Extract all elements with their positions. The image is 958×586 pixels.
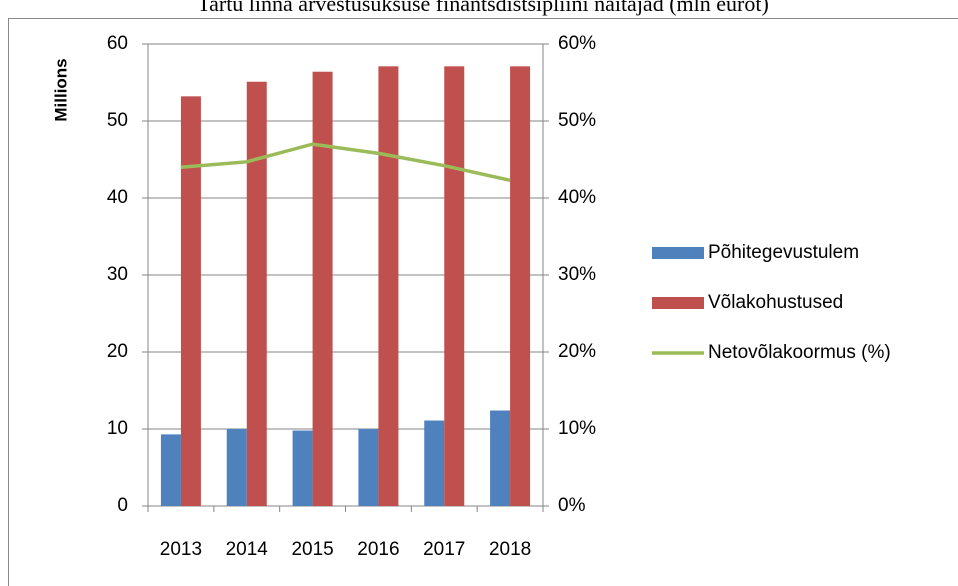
x-tick-label: 2015 — [291, 539, 333, 560]
bar — [358, 429, 379, 506]
chart-title: Tartu linna arvestusüksuse finantsdistsi… — [197, 0, 769, 16]
y-tick-label: 0 — [117, 495, 128, 516]
x-tick-label: 2017 — [423, 539, 465, 560]
y2-tick-label: 30% — [558, 264, 596, 285]
bar — [226, 429, 247, 506]
y2-tick-label: 0% — [558, 495, 586, 516]
y2-tick-label: 50% — [558, 110, 596, 131]
bar — [180, 96, 201, 507]
y-axis-label: Millions — [51, 58, 70, 121]
y2-tick-label: 20% — [558, 341, 596, 362]
y2-tick-label: 40% — [558, 187, 596, 208]
y-tick-label: 30 — [107, 264, 128, 285]
bar — [444, 66, 465, 506]
y-tick-label: 20 — [107, 341, 128, 362]
legend-label: Võlakohustused — [708, 292, 843, 313]
x-tick-label: 2018 — [489, 539, 531, 560]
bar — [424, 420, 445, 506]
y2-tick-label: 10% — [558, 418, 596, 439]
y2-tick-label: 60% — [558, 33, 596, 54]
y-tick-label: 60 — [107, 33, 128, 54]
legend-swatch — [652, 297, 704, 309]
x-tick-label: 2014 — [226, 539, 269, 560]
bar — [246, 81, 267, 506]
line-series — [180, 142, 511, 182]
bar — [160, 434, 181, 506]
bar — [510, 66, 531, 506]
bar — [378, 66, 399, 506]
y-tick-label: 50 — [107, 110, 128, 131]
bar — [292, 430, 313, 506]
legend-swatch — [652, 247, 704, 259]
legend-label: Netovõlakoormus (%) — [708, 342, 891, 363]
x-tick-label: 2016 — [357, 539, 399, 560]
bar — [490, 410, 511, 506]
legend-label: Põhitegevustulem — [708, 242, 859, 263]
x-tick-label: 2013 — [160, 539, 202, 560]
y-tick-label: 40 — [107, 187, 128, 208]
bar — [312, 71, 333, 506]
y-tick-label: 10 — [107, 418, 128, 439]
